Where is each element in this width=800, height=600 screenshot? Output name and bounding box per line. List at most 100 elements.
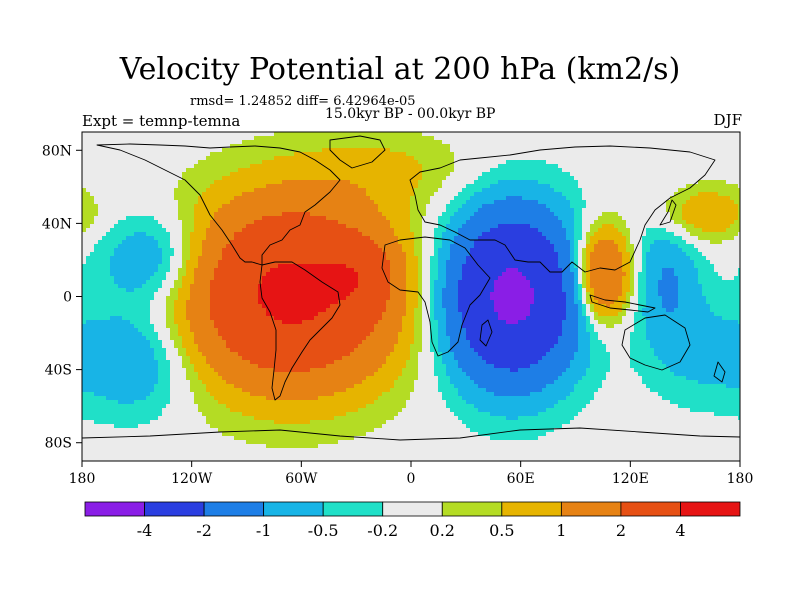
- field-cell: [474, 200, 479, 205]
- field-cell: [214, 136, 219, 141]
- field-cell: [718, 180, 723, 185]
- field-cell: [406, 168, 411, 173]
- field-cell: [358, 200, 363, 205]
- field-cell: [438, 140, 443, 145]
- field-cell: [230, 136, 235, 141]
- field-cell: [698, 140, 703, 145]
- field-cell: [346, 132, 351, 137]
- field-cell: [698, 192, 703, 197]
- field-cell: [262, 244, 267, 249]
- field-cell: [458, 248, 463, 253]
- field-cell: [382, 188, 387, 193]
- field-cell: [686, 136, 691, 141]
- field-cell: [494, 220, 499, 225]
- field-cell: [118, 232, 123, 237]
- field-cell: [470, 196, 475, 201]
- field-cell: [682, 152, 687, 157]
- field-cell: [114, 240, 119, 245]
- field-cell: [690, 244, 695, 249]
- field-cell: [646, 180, 651, 185]
- field-cell: [602, 228, 607, 233]
- field-cell: [602, 188, 607, 193]
- field-cell: [710, 176, 715, 181]
- field-cell: [198, 156, 203, 161]
- field-cell: [374, 204, 379, 209]
- field-cell: [134, 236, 139, 241]
- field-cell: [538, 176, 543, 181]
- field-cell: [662, 168, 667, 173]
- field-cell: [426, 208, 431, 213]
- field-cell: [322, 144, 327, 149]
- field-cell: [550, 132, 555, 137]
- field-cell: [154, 168, 159, 173]
- field-cell: [646, 248, 651, 253]
- field-cell: [554, 204, 559, 209]
- field-cell: [574, 248, 579, 253]
- field-cell: [586, 168, 591, 173]
- field-cell: [606, 176, 611, 181]
- field-cell: [730, 236, 735, 241]
- field-cell: [214, 168, 219, 173]
- field-cell: [634, 172, 639, 177]
- field-cell: [438, 204, 443, 209]
- field-cell: [390, 200, 395, 205]
- field-cell: [614, 236, 619, 241]
- field-cell: [610, 188, 615, 193]
- field-cell: [694, 212, 699, 217]
- field-cell: [382, 220, 387, 225]
- field-cell: [498, 244, 503, 249]
- field-cell: [594, 200, 599, 205]
- field-cell: [330, 204, 335, 209]
- field-cell: [202, 140, 207, 145]
- field-cell: [634, 176, 639, 181]
- field-cell: [646, 204, 651, 209]
- field-cell: [734, 168, 739, 173]
- field-cell: [722, 184, 727, 189]
- field-cell: [234, 156, 239, 161]
- field-cell: [170, 140, 175, 145]
- field-cell: [534, 192, 539, 197]
- field-cell: [554, 184, 559, 189]
- field-cell: [622, 224, 627, 229]
- field-cell: [218, 220, 223, 225]
- field-cell: [150, 172, 155, 177]
- field-cell: [290, 248, 295, 253]
- field-cell: [158, 224, 163, 229]
- field-cell: [518, 228, 523, 233]
- field-cell: [266, 180, 271, 185]
- field-cell: [418, 228, 423, 233]
- field-cell: [142, 212, 147, 217]
- field-cell: [458, 164, 463, 169]
- field-cell: [694, 196, 699, 201]
- field-cell: [342, 152, 347, 157]
- field-cell: [146, 244, 151, 249]
- field-cell: [450, 212, 455, 217]
- field-cell: [574, 188, 579, 193]
- field-cell: [114, 200, 119, 205]
- field-cell: [574, 216, 579, 221]
- field-cell: [110, 228, 115, 233]
- field-cell: [146, 212, 151, 217]
- field-cell: [246, 220, 251, 225]
- field-cell: [606, 224, 611, 229]
- field-cell: [274, 156, 279, 161]
- field-cell: [110, 136, 115, 141]
- field-cell: [378, 244, 383, 249]
- field-cell: [134, 160, 139, 165]
- field-cell: [434, 240, 439, 245]
- field-cell: [606, 148, 611, 153]
- field-cell: [346, 244, 351, 249]
- field-cell: [730, 200, 735, 205]
- field-cell: [138, 188, 143, 193]
- field-cell: [254, 228, 259, 233]
- field-cell: [622, 196, 627, 201]
- field-cell: [594, 240, 599, 245]
- field-cell: [250, 132, 255, 137]
- field-cell: [254, 192, 259, 197]
- field-cell: [590, 248, 595, 253]
- field-cell: [106, 180, 111, 185]
- field-cell: [182, 224, 187, 229]
- field-cell: [590, 240, 595, 245]
- field-cell: [130, 192, 135, 197]
- field-cell: [630, 136, 635, 141]
